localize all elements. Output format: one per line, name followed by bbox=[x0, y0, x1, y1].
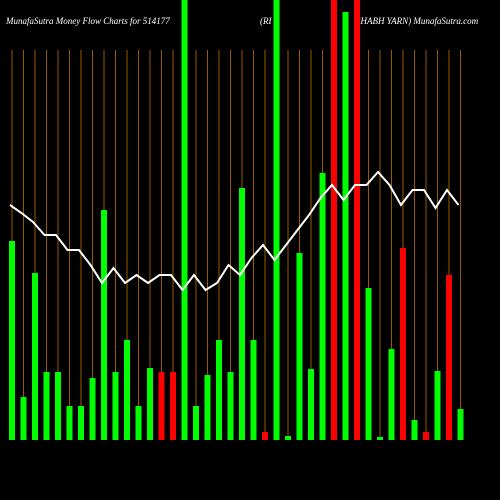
bar bbox=[32, 273, 38, 440]
bar bbox=[204, 375, 211, 440]
bar bbox=[400, 248, 406, 440]
bar bbox=[181, 0, 188, 440]
chart-title: (RI bbox=[260, 16, 272, 26]
bar bbox=[285, 436, 291, 440]
bar bbox=[331, 0, 337, 440]
bar bbox=[9, 241, 15, 440]
bar bbox=[457, 409, 464, 440]
bar bbox=[101, 210, 107, 440]
bar bbox=[239, 188, 245, 440]
bar bbox=[43, 372, 50, 440]
bar bbox=[227, 372, 234, 440]
bar bbox=[55, 372, 61, 440]
bar bbox=[273, 0, 280, 440]
bar bbox=[342, 12, 349, 440]
bar bbox=[296, 253, 303, 440]
bar bbox=[319, 173, 326, 440]
bar bbox=[250, 340, 257, 440]
bar bbox=[411, 420, 418, 440]
bar bbox=[446, 275, 452, 440]
bar bbox=[89, 378, 96, 440]
bar bbox=[262, 432, 268, 440]
chart-title: MunafaSutra Money Flow Charts for 514177 bbox=[5, 16, 170, 26]
bar bbox=[308, 369, 314, 440]
money-flow-line bbox=[9, 170, 460, 292]
bar bbox=[388, 349, 395, 440]
chart-title: SHABH YARN) MunafaSutra.com bbox=[356, 16, 479, 26]
bar bbox=[354, 0, 360, 440]
bar bbox=[377, 437, 383, 440]
bar bbox=[158, 372, 165, 440]
bar bbox=[124, 340, 130, 440]
bar bbox=[170, 372, 176, 440]
bar bbox=[20, 397, 27, 440]
bar bbox=[147, 368, 153, 440]
bar bbox=[434, 371, 441, 440]
bar bbox=[216, 340, 222, 440]
bar bbox=[112, 372, 119, 440]
bar bbox=[423, 432, 429, 440]
bar bbox=[193, 406, 199, 440]
bar bbox=[365, 288, 372, 440]
bar bbox=[135, 406, 142, 440]
bar bbox=[78, 406, 84, 440]
bar bbox=[66, 406, 73, 440]
